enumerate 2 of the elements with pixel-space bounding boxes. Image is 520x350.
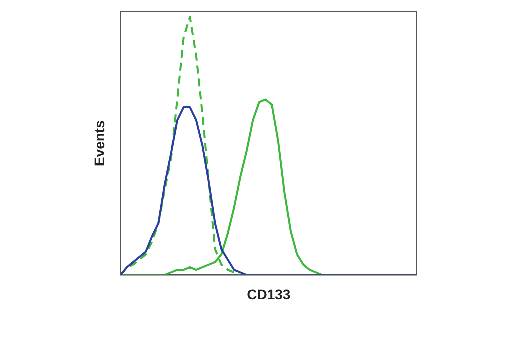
x-axis-title: CD133	[247, 286, 291, 302]
y-axis-title: Events	[91, 120, 108, 167]
